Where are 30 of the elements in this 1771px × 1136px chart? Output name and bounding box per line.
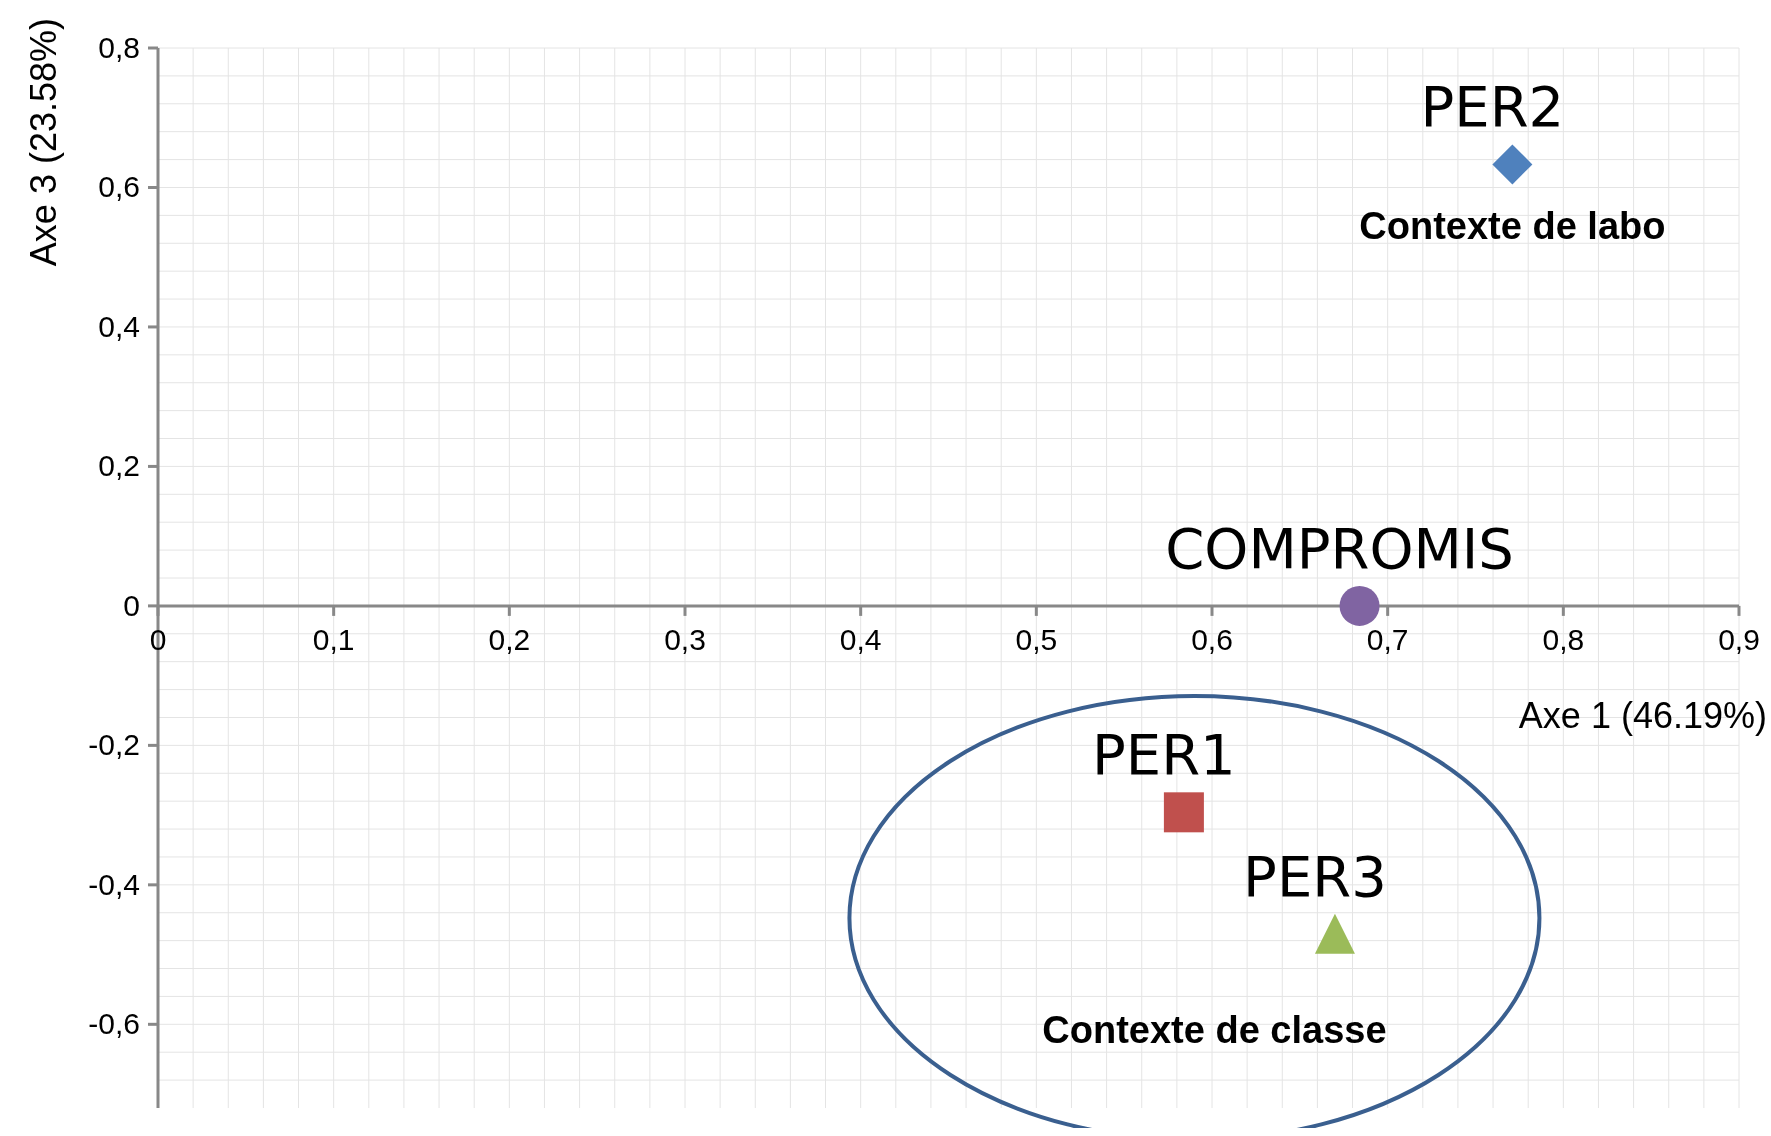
x-tick-label: 0: [149, 622, 167, 656]
y-tick-label: 0: [123, 588, 140, 622]
y-tick-label: -0,2: [88, 728, 140, 762]
x-tick-label: 0,6: [1191, 622, 1233, 656]
y-tick-label: 0,2: [98, 449, 140, 483]
point: [1314, 913, 1355, 954]
y-tick-label: -0,6: [88, 1007, 140, 1041]
x-tick-label: 0,9: [1718, 622, 1760, 656]
x-tick-label: 0,3: [664, 622, 706, 656]
y-tick-label: -0,4: [88, 867, 140, 901]
series-label: PER1: [1092, 722, 1236, 788]
x-tick-label: 0,7: [1366, 622, 1409, 656]
x-axis-title: Axe 1 (46.19%): [1518, 694, 1767, 736]
point: [1163, 792, 1204, 833]
x-tick-label: 0,4: [839, 622, 882, 656]
y-tick-label: 0,8: [98, 31, 140, 64]
point: [1492, 144, 1533, 185]
annotation: Contexte de classe: [1042, 1008, 1387, 1051]
x-tick-label: 0,2: [488, 622, 531, 656]
point: [1339, 585, 1380, 626]
series-label: COMPROMIS: [1165, 515, 1514, 581]
x-tick-label: 0,1: [312, 622, 355, 656]
y-axis-title: Axe 3 (23.58%): [23, 18, 64, 267]
series-label: PER2: [1420, 74, 1565, 140]
y-tick-label: 0,6: [98, 170, 140, 204]
series-label: PER3: [1243, 843, 1387, 909]
x-tick-label: 0,5: [1015, 622, 1058, 656]
x-tick-label: 0,8: [1542, 622, 1585, 656]
annotation: Contexte de labo: [1359, 205, 1666, 248]
y-tick-label: 0,4: [98, 309, 140, 343]
